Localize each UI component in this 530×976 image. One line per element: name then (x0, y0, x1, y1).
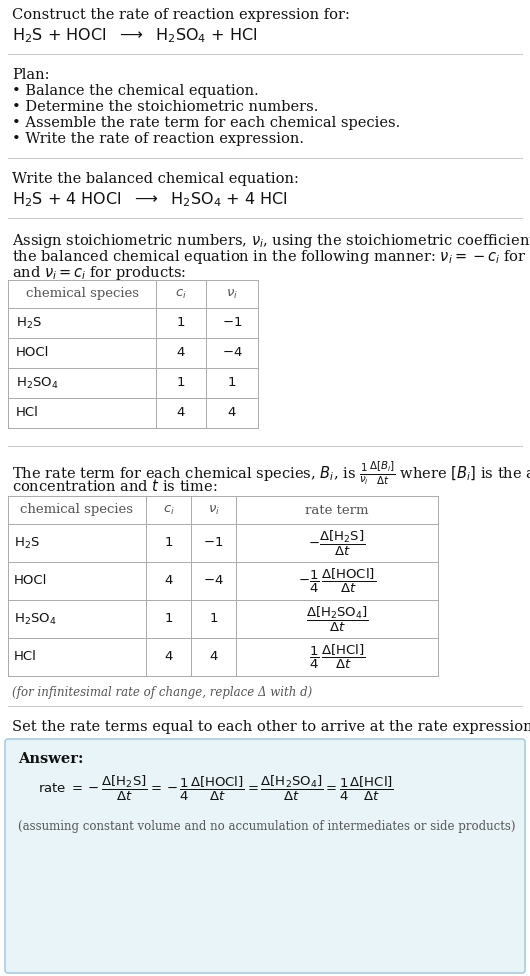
Text: $\dfrac{1}{4}\,\dfrac{\Delta[\mathregular{HCl}]}{\Delta t}$: $\dfrac{1}{4}\,\dfrac{\Delta[\mathregula… (309, 643, 365, 671)
Text: Write the balanced chemical equation:: Write the balanced chemical equation: (12, 172, 299, 186)
Text: $4$: $4$ (209, 650, 218, 664)
FancyBboxPatch shape (5, 739, 525, 973)
Text: $\mathregular{H_2S}$ + HOCl  $\longrightarrow$  $\mathregular{H_2SO_4}$ + HCl: $\mathregular{H_2S}$ + HOCl $\longrighta… (12, 26, 257, 45)
Text: $c_i$: $c_i$ (163, 504, 174, 516)
Text: chemical species: chemical species (21, 504, 134, 516)
Text: $\dfrac{\Delta[\mathregular{H_2SO_4}]}{\Delta t}$: $\dfrac{\Delta[\mathregular{H_2SO_4}]}{\… (305, 604, 368, 633)
Text: $\mathregular{H_2SO_4}$: $\mathregular{H_2SO_4}$ (16, 376, 59, 390)
Text: $\mathregular{H_2S}$: $\mathregular{H_2S}$ (16, 315, 42, 331)
Text: 4: 4 (177, 346, 185, 359)
Text: rate term: rate term (305, 504, 369, 516)
Text: Plan:: Plan: (12, 68, 49, 82)
Text: $1$: $1$ (227, 377, 236, 389)
Text: the balanced chemical equation in the following manner: $\nu_i = -c_i$ for react: the balanced chemical equation in the fo… (12, 248, 530, 266)
Text: 1: 1 (164, 613, 173, 626)
Text: • Balance the chemical equation.: • Balance the chemical equation. (12, 84, 259, 98)
Text: 1: 1 (176, 316, 186, 330)
Text: $-\dfrac{\Delta[\mathregular{H_2S}]}{\Delta t}$: $-\dfrac{\Delta[\mathregular{H_2S}]}{\De… (308, 528, 366, 557)
Text: $-\dfrac{1}{4}\,\dfrac{\Delta[\mathregular{HOCl}]}{\Delta t}$: $-\dfrac{1}{4}\,\dfrac{\Delta[\mathregul… (298, 567, 376, 595)
Text: concentration and $t$ is time:: concentration and $t$ is time: (12, 478, 217, 494)
Text: HOCl: HOCl (16, 346, 49, 359)
Text: HOCl: HOCl (14, 575, 47, 588)
Text: $\mathregular{H_2SO_4}$: $\mathregular{H_2SO_4}$ (14, 611, 57, 627)
Text: $4$: $4$ (227, 406, 237, 420)
Text: HCl: HCl (16, 406, 39, 420)
Text: 4: 4 (164, 575, 173, 588)
Text: • Assemble the rate term for each chemical species.: • Assemble the rate term for each chemic… (12, 116, 400, 130)
Text: $1$: $1$ (209, 613, 218, 626)
Text: $\mathregular{H_2S}$ + 4 HOCl  $\longrightarrow$  $\mathregular{H_2SO_4}$ + 4 HC: $\mathregular{H_2S}$ + 4 HOCl $\longrigh… (12, 190, 288, 209)
Text: 4: 4 (164, 650, 173, 664)
Text: $-4$: $-4$ (203, 575, 224, 588)
Text: • Write the rate of reaction expression.: • Write the rate of reaction expression. (12, 132, 304, 146)
Text: 1: 1 (164, 537, 173, 549)
Text: The rate term for each chemical species, $B_i$, is $\frac{1}{\nu_i}\frac{\Delta[: The rate term for each chemical species,… (12, 460, 530, 487)
Text: chemical species: chemical species (25, 288, 138, 301)
Text: $\nu_i$: $\nu_i$ (208, 504, 219, 516)
Text: $\mathregular{H_2S}$: $\mathregular{H_2S}$ (14, 536, 40, 550)
Text: and $\nu_i = c_i$ for products:: and $\nu_i = c_i$ for products: (12, 264, 187, 282)
Text: Set the rate terms equal to each other to arrive at the rate expression:: Set the rate terms equal to each other t… (12, 720, 530, 734)
Text: $-1$: $-1$ (222, 316, 242, 330)
Text: 1: 1 (176, 377, 186, 389)
Text: • Determine the stoichiometric numbers.: • Determine the stoichiometric numbers. (12, 100, 319, 114)
Text: $-1$: $-1$ (204, 537, 224, 549)
Text: (for infinitesimal rate of change, replace Δ with d): (for infinitesimal rate of change, repla… (12, 686, 312, 699)
Text: rate $= -\dfrac{\Delta[\mathregular{H_2S}]}{\Delta t}$$= -\dfrac{1}{4}\dfrac{\De: rate $= -\dfrac{\Delta[\mathregular{H_2S… (38, 774, 394, 803)
Text: (assuming constant volume and no accumulation of intermediates or side products): (assuming constant volume and no accumul… (18, 820, 516, 833)
Text: HCl: HCl (14, 650, 37, 664)
Text: $-4$: $-4$ (222, 346, 242, 359)
Text: $c_i$: $c_i$ (175, 288, 187, 301)
Text: Answer:: Answer: (18, 752, 84, 766)
Text: $\nu_i$: $\nu_i$ (226, 288, 238, 301)
Text: 4: 4 (177, 406, 185, 420)
Text: Construct the rate of reaction expression for:: Construct the rate of reaction expressio… (12, 8, 350, 22)
Text: Assign stoichiometric numbers, $\nu_i$, using the stoichiometric coefficients, $: Assign stoichiometric numbers, $\nu_i$, … (12, 232, 530, 250)
